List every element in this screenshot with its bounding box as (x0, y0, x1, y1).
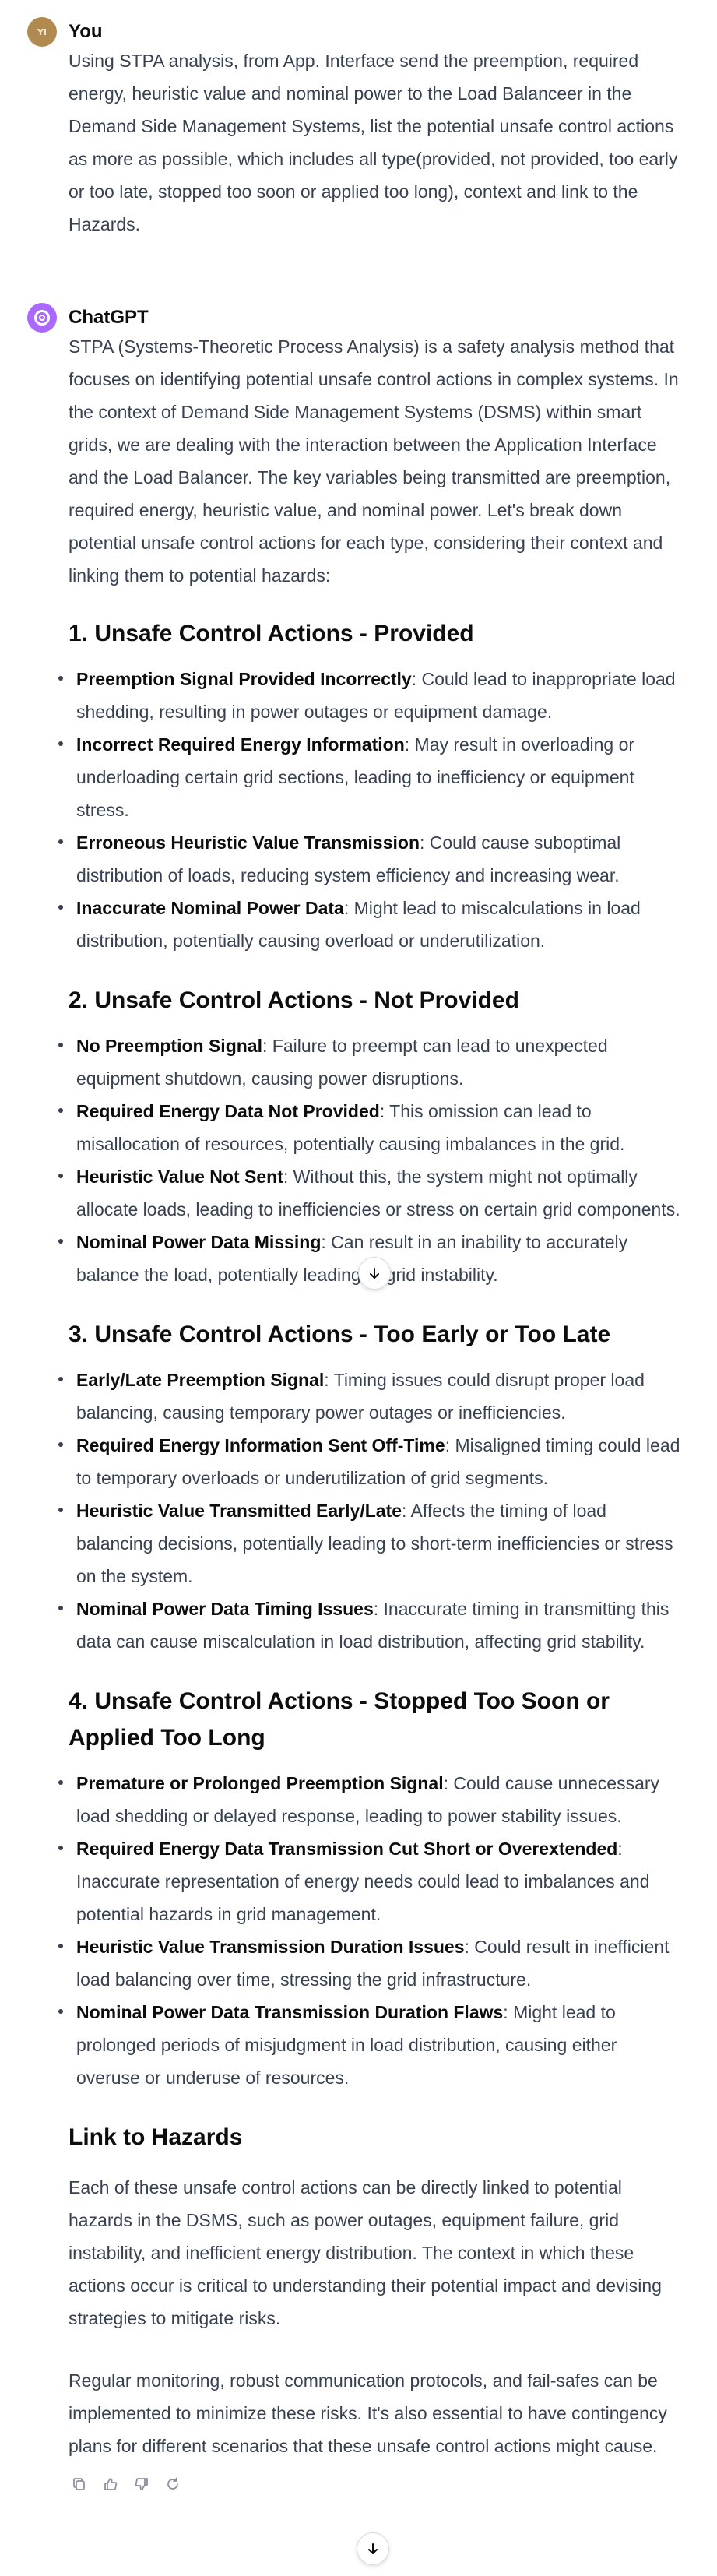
copy-button[interactable] (69, 2473, 90, 2495)
hazards-heading: Link to Hazards (69, 2124, 243, 2150)
thumbs-down-icon (135, 2478, 148, 2490)
assistant-intro: STPA (Systems-Theoretic Process Analysis… (69, 336, 679, 586)
user-message-text: Using STPA analysis, from App. Interface… (69, 51, 678, 234)
list-item-title: Erroneous Heuristic Value Transmission (76, 832, 420, 853)
user-message-body: Using STPA analysis, from App. Interface… (69, 44, 684, 241)
list-item-title: Required Energy Data Transmission Cut Sh… (76, 1839, 618, 1859)
list-item-text: : Could lead to inappropriate load shedd… (76, 669, 676, 722)
list-item: Incorrect Required Energy Information: M… (58, 728, 684, 826)
list-item-text: : Inaccurate representation of energy ne… (76, 1839, 650, 1924)
list-item-text: : Inaccurate timing in transmitting this… (76, 1599, 670, 1652)
list-item: Preemption Signal Provided Incorrectly: … (58, 663, 684, 728)
assistant-author-name: ChatGPT (69, 307, 149, 328)
list-item-title: Premature or Prolonged Preemption Signal (76, 1773, 444, 1793)
section-list-timing: Early/Late Preemption Signal: Timing iss… (58, 1364, 684, 1658)
list-item: Heuristic Value Not Sent: Without this, … (58, 1160, 684, 1226)
list-item: No Preemption Signal: Failure to preempt… (58, 1029, 684, 1095)
list-item: Early/Late Preemption Signal: Timing iss… (58, 1364, 684, 1429)
list-item: Nominal Power Data Timing Issues: Inaccu… (58, 1592, 684, 1658)
assistant-message: ChatGPT STPA (Systems-Theoretic Process … (0, 303, 717, 2498)
list-item-title: Incorrect Required Energy Information (76, 734, 405, 755)
chatgpt-logo-icon (27, 303, 57, 333)
thumbs-up-icon (104, 2478, 118, 2490)
list-item-text: : Could cause unnecessary load shedding … (76, 1773, 660, 1826)
list-item-title: Preemption Signal Provided Incorrectly (76, 669, 412, 689)
list-item: Heuristic Value Transmitted Early/Late: … (58, 1494, 684, 1592)
list-item-text: : Could cause suboptimal distribution of… (76, 832, 621, 885)
list-item: Heuristic Value Transmission Duration Is… (58, 1930, 684, 1996)
hazards-paragraph: Each of these unsafe control actions can… (69, 2177, 662, 2328)
section-list-not-provided: No Preemption Signal: Failure to preempt… (58, 1029, 684, 1291)
list-item: Premature or Prolonged Preemption Signal… (58, 1767, 684, 1832)
list-item: Nominal Power Data Missing: Can result i… (58, 1226, 684, 1291)
regenerate-button[interactable] (162, 2473, 184, 2495)
conversation-thread: YI You Using STPA analysis, from App. In… (0, 0, 717, 2498)
list-item-title: Nominal Power Data Timing Issues (76, 1599, 374, 1619)
list-item-text: : Affects the timing of load balancing d… (76, 1501, 673, 1586)
list-item-text: : Can result in an inability to accurate… (76, 1232, 628, 1285)
copy-icon (73, 2478, 85, 2490)
section-heading-provided: 1. Unsafe Control Actions - Provided (69, 621, 474, 646)
scroll-to-bottom-button[interactable] (357, 2532, 389, 2565)
section-heading-duration: 4. Unsafe Control Actions - Stopped Too … (69, 1688, 610, 1751)
list-item: Erroneous Heuristic Value Transmission: … (58, 826, 684, 892)
list-item: Required Energy Information Sent Off-Tim… (58, 1429, 684, 1494)
list-item-title: Heuristic Value Not Sent (76, 1167, 283, 1187)
section-list-provided: Preemption Signal Provided Incorrectly: … (58, 663, 684, 957)
list-item-text: : Might lead to miscalculations in load … (76, 898, 641, 951)
list-item-title: Inaccurate Nominal Power Data (76, 898, 344, 918)
list-item-text: : This omission can lead to misallocatio… (76, 1101, 625, 1154)
list-item-text: : Misaligned timing could lead to tempor… (76, 1435, 680, 1488)
list-item-title: Required Energy Information Sent Off-Tim… (76, 1435, 445, 1455)
list-item-text: : Without this, the system might not opt… (76, 1167, 680, 1219)
list-item-text: : May result in overloading or underload… (76, 734, 635, 820)
list-item-title: No Preemption Signal (76, 1036, 262, 1056)
message-actions (69, 2470, 717, 2498)
user-avatar-initials: YI (37, 26, 47, 37)
section-heading-not-provided: 2. Unsafe Control Actions - Not Provided (69, 987, 519, 1013)
list-item-title: Heuristic Value Transmitted Early/Late (76, 1501, 402, 1521)
arrow-down-icon (370, 1268, 379, 1279)
user-avatar: YI (27, 17, 57, 47)
list-item-title: Nominal Power Data Missing (76, 1232, 322, 1252)
list-item-title: Heuristic Value Transmission Duration Is… (76, 1937, 465, 1957)
list-item-title: Early/Late Preemption Signal (76, 1370, 325, 1390)
list-item: Nominal Power Data Transmission Duration… (58, 1996, 684, 2094)
list-item-text: : Failure to preempt can lead to unexpec… (76, 1036, 608, 1089)
list-item-text: : Timing issues could disrupt proper loa… (76, 1370, 645, 1423)
user-message: YI You Using STPA analysis, from App. In… (0, 0, 717, 241)
list-item: Required Energy Data Transmission Cut Sh… (58, 1832, 684, 1930)
scroll-to-bottom-button[interactable] (358, 1257, 391, 1290)
user-author-name: You (69, 21, 103, 42)
thumbs-up-button[interactable] (100, 2473, 121, 2495)
closing-paragraph: Regular monitoring, robust communication… (69, 2370, 667, 2456)
list-item: Inaccurate Nominal Power Data: Might lea… (58, 892, 684, 957)
section-list-duration: Premature or Prolonged Preemption Signal… (58, 1767, 684, 2094)
list-item: Required Energy Data Not Provided: This … (58, 1095, 684, 1160)
regenerate-icon (167, 2477, 178, 2490)
arrow-down-icon (368, 2543, 378, 2554)
list-item-title: Required Energy Data Not Provided (76, 1101, 380, 1121)
section-heading-timing: 3. Unsafe Control Actions - Too Early or… (69, 1321, 611, 1347)
thumbs-down-button[interactable] (131, 2473, 153, 2495)
list-item-title: Nominal Power Data Transmission Duration… (76, 2002, 504, 2022)
list-item-text: : Might lead to prolonged periods of mis… (76, 2002, 617, 2088)
list-item-text: : Could result in inefficient load balan… (76, 1937, 670, 1990)
assistant-message-body: STPA (Systems-Theoretic Process Analysis… (58, 330, 684, 2462)
